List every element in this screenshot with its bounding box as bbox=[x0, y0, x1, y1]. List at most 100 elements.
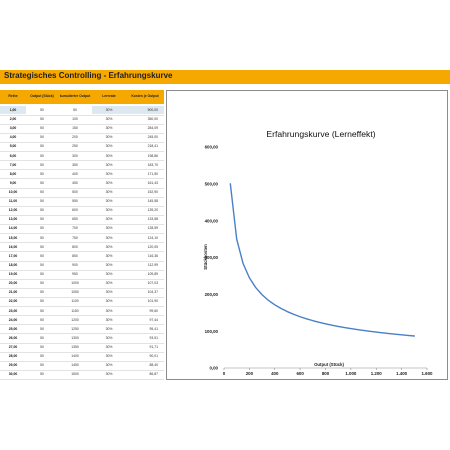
cell-lernrate[interactable]: 30% bbox=[105, 217, 113, 222]
cell-lernrate[interactable]: 30% bbox=[105, 208, 113, 213]
cell-output[interactable]: 50 bbox=[40, 180, 44, 185]
cell-kumulierter-output[interactable]: 500 bbox=[72, 190, 78, 195]
cell-kosten[interactable]: 128,59 bbox=[147, 226, 158, 231]
cell-kosten[interactable]: 245,00 bbox=[147, 135, 158, 140]
cell-kosten[interactable]: 350,00 bbox=[147, 117, 158, 122]
cell-output[interactable]: 50 bbox=[40, 326, 44, 331]
cell-output[interactable]: 50 bbox=[40, 345, 44, 350]
cell-output[interactable]: 50 bbox=[40, 144, 44, 149]
cell-kosten[interactable]: 86,87 bbox=[149, 372, 159, 377]
cell-kosten[interactable]: 133,58 bbox=[147, 217, 158, 222]
cell-kumulierter-output[interactable]: 850 bbox=[72, 253, 78, 258]
cell-output[interactable]: 50 bbox=[40, 290, 44, 295]
cell-kumulierter-output[interactable]: 1500 bbox=[71, 372, 79, 377]
cell-reihe[interactable]: 21,00 bbox=[8, 290, 18, 295]
cell-kosten[interactable]: 120,05 bbox=[147, 244, 158, 249]
cell-kosten[interactable]: 284,09 bbox=[147, 126, 158, 131]
cell-lernrate[interactable]: 30% bbox=[105, 190, 113, 195]
cell-reihe[interactable]: 25,00 bbox=[8, 326, 18, 331]
cell-lernrate[interactable]: 30% bbox=[105, 262, 113, 267]
cell-kumulierter-output[interactable]: 750 bbox=[72, 235, 78, 240]
cell-kumulierter-output[interactable]: 1000 bbox=[71, 281, 79, 286]
cell-kosten[interactable]: 97,44 bbox=[149, 317, 159, 322]
column-header-output[interactable]: Output (Stück) bbox=[30, 94, 54, 99]
cell-kumulierter-output[interactable]: 300 bbox=[72, 153, 78, 158]
cell-reihe[interactable]: 30,00 bbox=[8, 372, 18, 377]
cell-kosten[interactable]: 198,86 bbox=[147, 153, 158, 158]
cell-kumulierter-output[interactable]: 1150 bbox=[71, 308, 79, 313]
cell-lernrate[interactable]: 30% bbox=[105, 281, 113, 286]
cell-reihe[interactable]: 7,00 bbox=[9, 162, 17, 167]
chart-area[interactable] bbox=[166, 90, 448, 380]
cell-output[interactable]: 50 bbox=[40, 162, 44, 167]
cell-output[interactable]: 50 bbox=[40, 244, 44, 249]
cell-lernrate[interactable]: 30% bbox=[105, 290, 113, 295]
cell-output[interactable]: 50 bbox=[40, 235, 44, 240]
cell-lernrate[interactable]: 30% bbox=[105, 272, 113, 277]
cell-output[interactable]: 50 bbox=[40, 317, 44, 322]
cell-output[interactable]: 50 bbox=[40, 335, 44, 340]
cell-kumulierter-output[interactable]: 150 bbox=[72, 126, 78, 131]
cell-kumulierter-output[interactable]: 800 bbox=[72, 244, 78, 249]
cell-kosten[interactable]: 99,60 bbox=[149, 308, 159, 313]
cell-reihe[interactable]: 29,00 bbox=[8, 363, 18, 368]
cell-lernrate[interactable]: 30% bbox=[105, 171, 113, 176]
cell-reihe[interactable]: 10,00 bbox=[8, 190, 18, 195]
cell-reihe[interactable]: 26,00 bbox=[8, 335, 18, 340]
cell-output[interactable]: 50 bbox=[40, 171, 44, 176]
cell-output[interactable]: 50 bbox=[40, 253, 44, 258]
cell-kosten[interactable]: 107,03 bbox=[147, 281, 158, 286]
column-header-lernrate[interactable]: Lernrate bbox=[102, 94, 116, 99]
cell-lernrate[interactable]: 30% bbox=[105, 363, 113, 368]
cell-lernrate[interactable]: 30% bbox=[105, 372, 113, 377]
cell-kosten[interactable]: 101,90 bbox=[147, 299, 158, 304]
cell-kosten[interactable]: 112,99 bbox=[147, 262, 158, 267]
cell-kumulierter-output[interactable]: 1100 bbox=[71, 299, 79, 304]
cell-reihe[interactable]: 27,00 bbox=[8, 345, 18, 350]
cell-lernrate[interactable]: 30% bbox=[105, 308, 113, 313]
cell-lernrate[interactable]: 30% bbox=[105, 354, 113, 359]
cell-reihe[interactable]: 28,00 bbox=[8, 354, 18, 359]
cell-kumulierter-output[interactable]: 650 bbox=[72, 217, 78, 222]
cell-kumulierter-output[interactable]: 900 bbox=[72, 262, 78, 267]
cell-output[interactable]: 50 bbox=[40, 126, 44, 131]
cell-output[interactable]: 50 bbox=[40, 372, 44, 377]
cell-reihe[interactable]: 24,00 bbox=[8, 317, 18, 322]
cell-reihe[interactable]: 8,00 bbox=[9, 171, 17, 176]
cell-reihe[interactable]: 2,00 bbox=[9, 117, 17, 122]
cell-reihe[interactable]: 15,00 bbox=[8, 235, 18, 240]
cell-lernrate[interactable]: 30% bbox=[105, 153, 113, 158]
cell-kumulierter-output[interactable]: 600 bbox=[72, 208, 78, 213]
cell-lernrate[interactable]: 30% bbox=[105, 162, 113, 167]
cell-reihe[interactable]: 9,00 bbox=[9, 180, 17, 185]
cell-reihe[interactable]: 11,00 bbox=[8, 199, 18, 204]
cell-output[interactable]: 50 bbox=[40, 208, 44, 213]
cell-kosten[interactable]: 116,36 bbox=[147, 253, 158, 258]
cell-reihe[interactable]: 14,00 bbox=[8, 226, 18, 231]
cell-kosten[interactable]: 109,89 bbox=[147, 272, 158, 277]
cell-lernrate[interactable]: 30% bbox=[105, 345, 113, 350]
cell-output[interactable]: 50 bbox=[40, 354, 44, 359]
cell-reihe[interactable]: 6,00 bbox=[9, 153, 17, 158]
cell-output[interactable]: 50 bbox=[40, 281, 44, 286]
cell-kumulierter-output[interactable]: 950 bbox=[72, 272, 78, 277]
cell-output[interactable]: 50 bbox=[40, 107, 44, 112]
cell-output[interactable]: 50 bbox=[40, 363, 44, 368]
cell-output[interactable]: 50 bbox=[40, 272, 44, 277]
cell-reihe[interactable]: 13,00 bbox=[8, 217, 18, 222]
cell-output[interactable]: 50 bbox=[40, 135, 44, 140]
cell-lernrate[interactable]: 30% bbox=[92, 106, 126, 114]
cell-output[interactable]: 50 bbox=[40, 299, 44, 304]
cell-output[interactable]: 50 bbox=[40, 226, 44, 231]
cell-kosten[interactable]: 171,50 bbox=[147, 171, 158, 176]
cell-kosten[interactable]: 124,10 bbox=[147, 235, 158, 240]
cell-lernrate[interactable]: 30% bbox=[105, 180, 113, 185]
cell-reihe[interactable]: 17,00 bbox=[8, 253, 18, 258]
cell-lernrate[interactable]: 30% bbox=[105, 144, 113, 149]
cell-kosten[interactable]: 93,51 bbox=[149, 335, 159, 340]
cell-lernrate[interactable]: 30% bbox=[105, 317, 113, 322]
cell-lernrate[interactable]: 30% bbox=[105, 199, 113, 204]
cell-kumulierter-output[interactable]: 400 bbox=[72, 171, 78, 176]
cell-output[interactable]: 50 bbox=[40, 262, 44, 267]
cell-lernrate[interactable]: 30% bbox=[105, 135, 113, 140]
